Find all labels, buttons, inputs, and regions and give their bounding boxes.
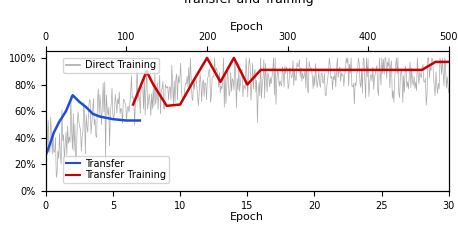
Title: Transfer and Training: Transfer and Training [181, 0, 313, 6]
Legend: Transfer, Transfer Training: Transfer, Transfer Training [63, 156, 169, 183]
X-axis label: Epoch: Epoch [230, 22, 264, 32]
X-axis label: Epoch: Epoch [230, 212, 264, 222]
